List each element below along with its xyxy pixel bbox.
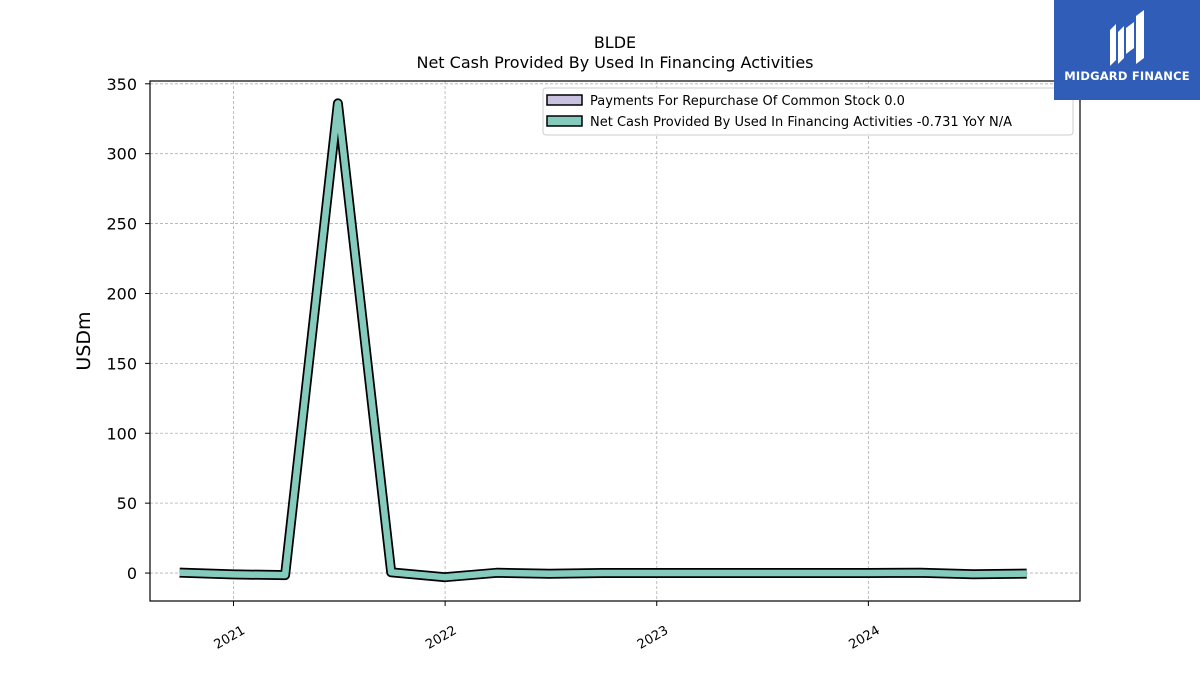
y-tick-label: 50 (117, 494, 137, 513)
y-axis-label: USDm (73, 311, 95, 370)
chart-title: BLDE (594, 33, 636, 52)
legend: Payments For Repurchase Of Common Stock … (542, 87, 1074, 136)
plot-frame (149, 80, 1081, 602)
series-layer (179, 98, 1027, 583)
legend-swatch-repurchase (546, 94, 583, 106)
ticks: 0 50 100 150 200 250 300 350 2021 2022 2023 2024 (106, 75, 882, 653)
x-tick-label: 2021 (212, 623, 248, 653)
midgard-logo-icon (1110, 10, 1144, 66)
logo-text: MIDGARD FINANCE (1064, 69, 1190, 83)
series-line-outline (179, 98, 1027, 583)
y-tick-label: 250 (106, 215, 137, 234)
y-tick-label: 100 (106, 424, 137, 443)
x-tick-label: 2024 (847, 623, 883, 653)
y-tick-label: 300 (106, 145, 137, 164)
legend-label-financing: Net Cash Provided By Used In Financing A… (590, 115, 1012, 130)
y-tick-label: 350 (106, 75, 137, 94)
chart-subtitle: Net Cash Provided By Used In Financing A… (416, 53, 813, 72)
y-tick-label: 200 (106, 284, 137, 303)
x-tick-label: 2022 (423, 623, 459, 653)
legend-box (542, 87, 1074, 136)
x-tick-label: 2023 (635, 623, 671, 653)
y-tick-label: 0 (127, 564, 137, 583)
legend-label-repurchase: Payments For Repurchase Of Common Stock … (590, 94, 905, 109)
y-tick-label: 150 (106, 354, 137, 373)
logo: MIDGARD FINANCE (1054, 0, 1200, 100)
legend-swatch-financing (546, 115, 583, 127)
